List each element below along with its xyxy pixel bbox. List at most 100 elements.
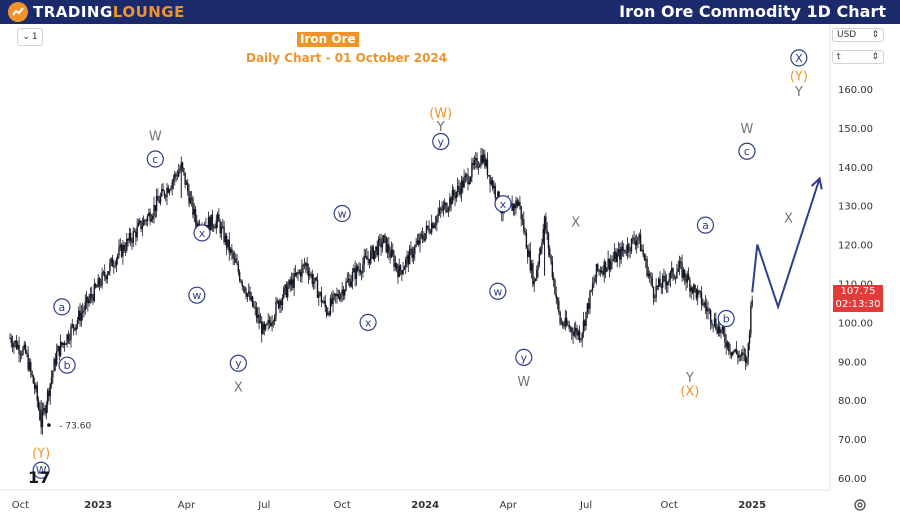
x-tick-label: 2025	[738, 500, 766, 511]
tradingview-logo[interactable]: 17	[28, 468, 51, 487]
candle-body	[351, 272, 354, 282]
candle-body	[347, 278, 350, 281]
candle-body	[223, 226, 225, 243]
interval-selector[interactable]: ⌄ 1	[17, 28, 43, 46]
candle-body	[663, 276, 665, 277]
candle-body	[140, 220, 142, 230]
candle-body	[136, 226, 138, 238]
candle-body	[30, 362, 32, 372]
x-tick-label: Jul	[257, 500, 270, 511]
candle-body	[731, 351, 734, 356]
candle-body	[325, 307, 328, 315]
candle-body	[442, 205, 445, 211]
wave-label-circle	[53, 298, 71, 316]
candle-body	[643, 255, 646, 261]
candle-body	[31, 371, 33, 376]
candle-body	[598, 270, 600, 271]
candle-body	[332, 294, 334, 305]
candle-body	[297, 272, 299, 274]
candle-body	[738, 355, 740, 358]
wave-label-circle	[193, 224, 211, 242]
candle-body	[580, 339, 582, 341]
candle-body	[133, 231, 136, 233]
candle-body	[141, 225, 144, 230]
y-tick-label: 150.00	[838, 124, 873, 135]
chevron-updown-icon: ⇕	[871, 30, 879, 40]
candle-body	[468, 181, 471, 185]
candle-body	[521, 219, 524, 220]
candle-body	[432, 223, 434, 228]
candle-body	[305, 263, 307, 266]
candle-body	[66, 334, 68, 345]
candle-body	[285, 284, 288, 298]
candle-body	[353, 268, 355, 273]
candle-body	[463, 177, 465, 188]
candle-body	[405, 259, 407, 268]
candle-body	[389, 253, 391, 258]
candle-body	[193, 209, 195, 215]
candle-body	[395, 263, 398, 269]
candle-body	[321, 302, 324, 303]
brand-logo-icon	[8, 2, 28, 22]
candle-body	[39, 408, 41, 420]
candle-body	[669, 271, 672, 280]
candle-body	[128, 232, 131, 241]
y-tick-label: 60.00	[838, 474, 867, 485]
candle-body	[349, 278, 351, 287]
candle-body	[131, 241, 133, 243]
candle-body	[254, 307, 256, 308]
candle-body	[656, 285, 659, 287]
candle-body	[17, 344, 19, 349]
candle-body	[290, 279, 293, 285]
scale-selector[interactable]: t ⇕	[832, 50, 884, 64]
candle-body	[595, 264, 598, 278]
candle-body	[720, 329, 722, 333]
candle-body	[357, 266, 359, 271]
candle-body	[419, 234, 421, 245]
candle-body	[56, 351, 58, 365]
candle-body	[552, 277, 555, 280]
currency-selector[interactable]: USD ⇕	[832, 28, 884, 42]
candle-body	[299, 271, 302, 277]
candle-body	[225, 235, 228, 248]
candle-body	[368, 258, 371, 264]
candle-body	[303, 264, 306, 266]
candle-body	[242, 286, 245, 288]
brand-logo[interactable]: TRADINGLOUNGE	[8, 1, 185, 23]
candle-body	[144, 220, 146, 221]
candle-body	[481, 155, 483, 163]
candle-body	[706, 306, 708, 312]
candle-body	[455, 192, 458, 199]
candle-body	[589, 291, 591, 309]
candle-body	[354, 268, 356, 279]
wave-label: (Y)	[32, 447, 50, 462]
candle-body	[490, 180, 493, 185]
candle-body	[246, 293, 249, 297]
candle-body	[619, 249, 621, 260]
candle-body	[690, 287, 692, 292]
candle-body	[729, 351, 731, 353]
candle-body	[603, 261, 605, 275]
low-marker-dot	[47, 423, 51, 427]
candle-body	[586, 303, 589, 312]
candle-body	[210, 214, 212, 231]
candle-body	[469, 176, 472, 182]
candle-body	[174, 173, 176, 180]
price-chart[interactable]: 160.00150.00140.00130.00120.00110.00100.…	[0, 24, 900, 522]
wave-label: y	[438, 136, 445, 149]
candle-body	[615, 251, 617, 263]
y-tick-label: 160.00	[838, 85, 873, 96]
last-price-value: 107.75	[840, 286, 876, 297]
gear-icon[interactable]	[853, 498, 867, 512]
candle-body	[341, 289, 343, 294]
candle-body	[441, 209, 443, 211]
candle-body	[364, 255, 367, 257]
wave-label: X	[234, 381, 243, 396]
candle-body	[741, 352, 743, 356]
candle-body	[314, 277, 316, 283]
candle-body	[302, 264, 304, 267]
candle-body	[277, 300, 280, 308]
candle-body	[717, 326, 720, 334]
candle-body	[616, 253, 618, 263]
chart-area[interactable]: 160.00150.00140.00130.00120.00110.00100.…	[0, 24, 900, 522]
